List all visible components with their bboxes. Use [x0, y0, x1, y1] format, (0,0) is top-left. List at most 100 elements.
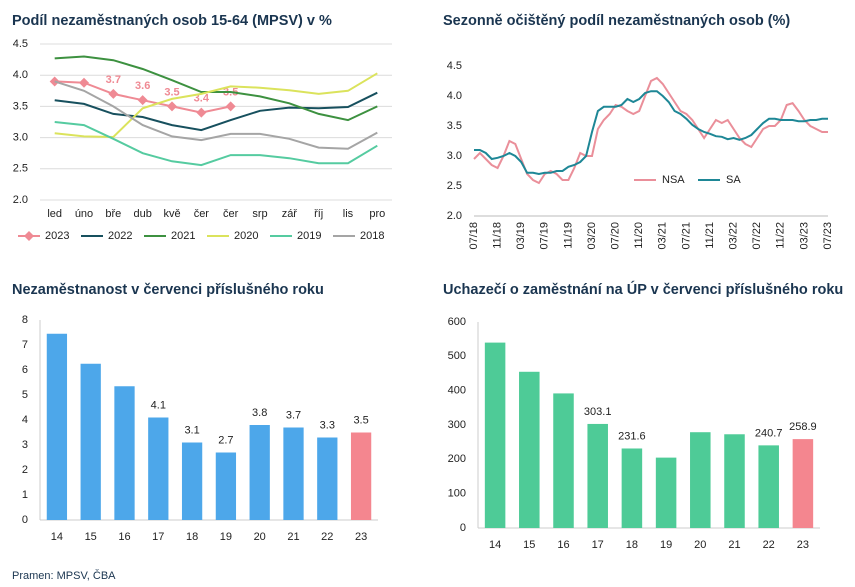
x-tick-label: 20	[254, 531, 266, 543]
y-tick-label: 100	[448, 488, 466, 500]
x-tick-label: kvě	[163, 208, 180, 220]
x-tick-label: 18	[626, 539, 638, 551]
x-tick-label: 07/18	[468, 222, 480, 250]
line-series	[474, 90, 828, 176]
x-tick-label: 23	[797, 539, 809, 551]
y-tick-label: 2.0	[447, 210, 462, 222]
source-note: Pramen: MPSV, ČBA	[12, 569, 116, 582]
bar	[317, 437, 338, 520]
y-tick-label: 3	[22, 439, 28, 451]
data-label: 303.1	[584, 406, 612, 418]
x-tick-label: 11/21	[704, 222, 716, 249]
data-label: 3.7	[106, 74, 121, 86]
x-tick-label: 03/23	[798, 222, 810, 250]
x-tick-label: 11/19	[562, 222, 574, 249]
bar	[350, 432, 372, 520]
x-tick-label: 17	[152, 531, 164, 543]
y-tick-label: 200	[448, 453, 466, 465]
data-label: 3.6	[135, 80, 150, 92]
point-marker	[225, 101, 236, 112]
bar	[283, 427, 304, 520]
line-series	[54, 72, 378, 139]
x-tick-label: čer	[223, 208, 239, 220]
data-label: 3.8	[252, 407, 267, 419]
chart-title: Podíl nezaměstnaných osob 15-64 (MPSV) v…	[12, 13, 332, 29]
y-tick-label: 400	[448, 385, 466, 397]
x-tick-label: 15	[523, 539, 535, 551]
chart-title: Uchazečí o zaměstnání na ÚP v červenci p…	[443, 280, 843, 298]
line-series	[473, 76, 828, 185]
y-tick-label: 3.5	[447, 120, 462, 132]
y-tick-label: 3.5	[13, 100, 28, 112]
bar	[80, 363, 101, 520]
x-tick-label: 17	[592, 539, 604, 551]
y-tick-label: 4.0	[447, 90, 462, 102]
legend-marker	[24, 231, 34, 241]
y-tick-label: 4	[22, 414, 28, 426]
x-tick-label: 07/19	[539, 222, 551, 250]
y-tick-label: 5	[22, 389, 28, 401]
y-tick-label: 0	[22, 514, 28, 526]
bar	[148, 417, 169, 520]
data-label: 3.1	[184, 424, 199, 436]
bar	[587, 423, 608, 528]
y-tick-label: 500	[448, 350, 466, 362]
data-label: 3.5	[164, 86, 179, 98]
chart-title: Sezonně očištěný podíl nezaměstnaných os…	[443, 13, 790, 29]
bar	[181, 442, 203, 520]
bar	[724, 434, 745, 528]
x-tick-label: 03/20	[586, 222, 598, 250]
bar	[114, 386, 135, 520]
x-tick-label: 07/23	[822, 222, 834, 250]
y-tick-label: 7	[22, 339, 28, 351]
x-tick-label: 03/21	[657, 222, 669, 250]
data-label: 3.7	[286, 409, 301, 421]
x-tick-label: bře	[105, 208, 121, 220]
bar	[792, 439, 814, 528]
legend-label: 2021	[171, 230, 195, 242]
y-tick-label: 2	[22, 464, 28, 476]
x-tick-label: říj	[314, 208, 323, 220]
legend-label: NSA	[662, 174, 685, 186]
data-label: 258.9	[789, 421, 817, 433]
y-tick-label: 600	[448, 316, 466, 328]
y-tick-label: 4.5	[447, 60, 462, 72]
x-tick-label: pro	[369, 208, 385, 220]
y-tick-label: 2.5	[13, 163, 28, 175]
bar	[690, 432, 711, 528]
data-label: 2.7	[218, 434, 233, 446]
data-label: 3.4	[194, 93, 210, 105]
y-tick-label: 1	[22, 489, 28, 501]
y-tick-label: 4.5	[13, 38, 28, 50]
x-tick-label: 11/18	[492, 222, 504, 249]
legend-label: 2022	[108, 230, 132, 242]
point-marker	[167, 101, 177, 112]
y-tick-label: 2.5	[447, 180, 462, 192]
bar	[621, 448, 643, 528]
data-label: 240.7	[755, 427, 783, 439]
y-tick-label: 6	[22, 364, 28, 376]
data-label: 231.6	[618, 430, 646, 442]
point-marker	[49, 76, 60, 87]
y-tick-label: 3.0	[13, 132, 28, 144]
bar	[46, 333, 68, 520]
legend-label: 2023	[45, 230, 69, 242]
point-marker	[137, 95, 148, 106]
line-series	[54, 91, 378, 132]
bar	[758, 445, 779, 528]
x-tick-label: 22	[763, 539, 775, 551]
point-marker	[108, 88, 119, 99]
chart-title: Nezaměstnanost v červenci příslušného ro…	[12, 282, 324, 298]
x-tick-label: 16	[557, 539, 569, 551]
x-tick-label: dub	[133, 208, 151, 220]
x-tick-label: 21	[728, 539, 740, 551]
x-tick-label: 14	[51, 531, 63, 543]
bar	[553, 393, 574, 528]
data-label: 3.5	[353, 414, 368, 426]
x-tick-label: 16	[118, 531, 130, 543]
point-marker	[79, 77, 89, 88]
line-series	[54, 121, 378, 167]
x-tick-label: srp	[252, 208, 267, 220]
x-tick-label: 20	[694, 539, 706, 551]
x-tick-label: 23	[355, 531, 367, 543]
